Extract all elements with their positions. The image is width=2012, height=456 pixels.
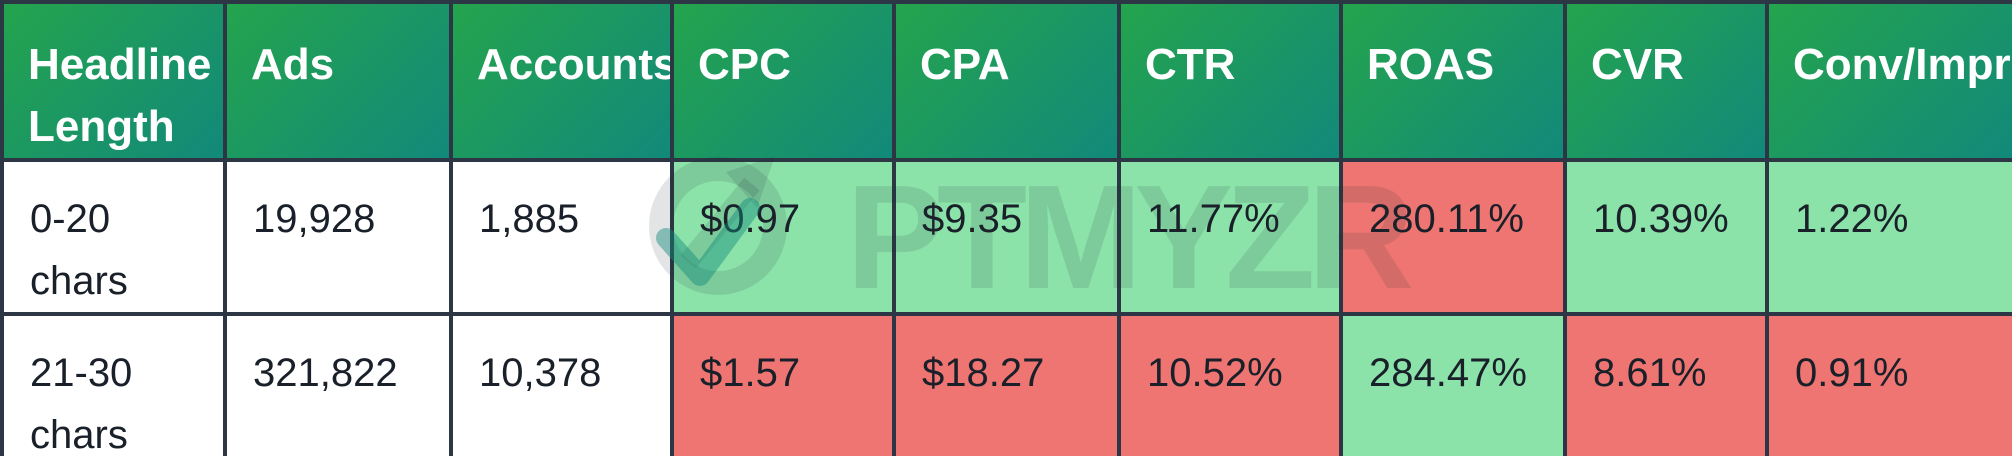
row1-headline-length-cell: 0-20 chars [0, 158, 227, 316]
col-header-roas: ROAS [1339, 0, 1567, 162]
col-header-cpa: CPA [892, 0, 1121, 162]
row2-cpa-cell: $18.27 [892, 312, 1121, 456]
row2-cpc-cell: $1.57 [670, 312, 896, 456]
row2-roas-cell: 284.47% [1339, 312, 1567, 456]
row2-ctr-cell: 10.52% [1117, 312, 1343, 456]
col-header-ads: Ads [223, 0, 453, 162]
table-row-21-30-chars: 21-30 chars 321,822 10,378 $1.57 $18.27 … [0, 312, 2012, 456]
row2-conv-impr-cell: 0.91% [1765, 312, 2012, 456]
row1-roas-cell: 280.11% [1339, 158, 1567, 316]
col-header-ctr: CTR [1117, 0, 1343, 162]
row2-ads-cell: 321,822 [223, 312, 453, 456]
row2-accounts-cell: 10,378 [449, 312, 674, 456]
table-row-0-20-chars: 0-20 chars 19,928 1,885 $0.97 $9.35 11.7… [0, 158, 2012, 316]
row1-cpa-cell: $9.35 [892, 158, 1121, 316]
row2-cvr-cell: 8.61% [1563, 312, 1769, 456]
row1-accounts-cell: 1,885 [449, 158, 674, 316]
row1-ctr-cell: 11.77% [1117, 158, 1343, 316]
header-row: Headline Length Ads Accounts CPC CPA CTR… [0, 0, 2012, 162]
col-header-conv-impr: Conv/Impr [1765, 0, 2012, 162]
row2-headline-length-cell: 21-30 chars [0, 312, 227, 456]
row1-conv-impr-cell: 1.22% [1765, 158, 2012, 316]
col-header-accounts: Accounts [449, 0, 674, 162]
col-header-headline-length: Headline Length [0, 0, 227, 162]
col-header-cvr: CVR [1563, 0, 1769, 162]
row1-ads-cell: 19,928 [223, 158, 453, 316]
row1-cpc-cell: $0.97 [670, 158, 896, 316]
col-header-cpc: CPC [670, 0, 896, 162]
row1-cvr-cell: 10.39% [1563, 158, 1769, 316]
